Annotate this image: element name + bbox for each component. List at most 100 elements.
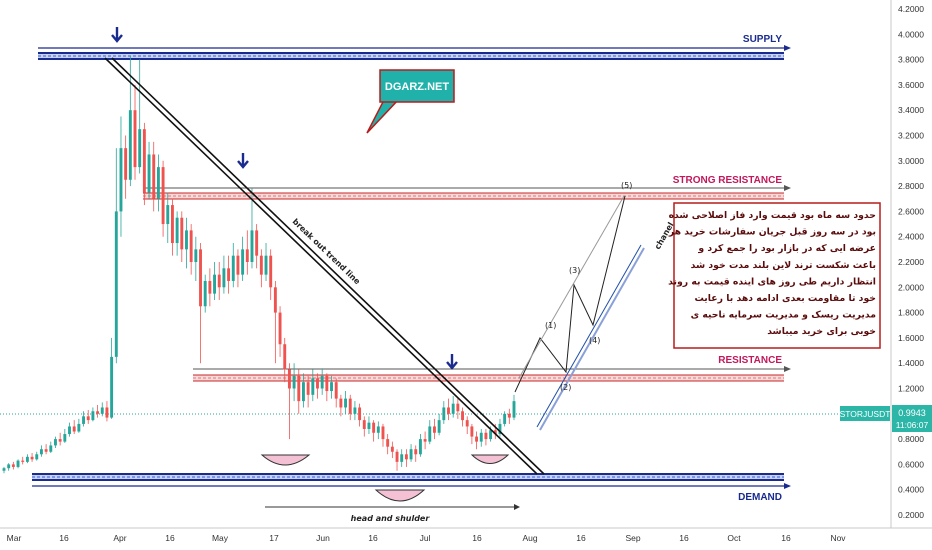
candle (2, 466, 6, 474)
candle (213, 262, 217, 300)
candle (447, 398, 450, 421)
candle (386, 434, 390, 455)
candle-body (142, 129, 146, 193)
price-axis[interactable]: 4.2000 4.0000 3.8000 3.6000 3.4000 3.2000 3.00… (898, 4, 924, 520)
candle-body (208, 280, 212, 294)
candle-body (58, 439, 62, 442)
wave-1-label: (1) (545, 321, 556, 330)
candle (278, 306, 282, 357)
wave-3-label: (3) (569, 266, 580, 275)
candle-body (507, 413, 511, 418)
candle-body (68, 426, 71, 435)
time-axis[interactable]: Mar 16 Apr 16 May 17 Jun 16 Jul 16 Aug 16 Sep 16 Oct 16… (7, 533, 847, 543)
candle (465, 416, 469, 435)
candle-body (241, 249, 245, 275)
candle (503, 411, 507, 427)
candle-body (105, 407, 109, 418)
candle (428, 420, 432, 445)
candle-body (320, 375, 324, 389)
candle-body (386, 439, 390, 447)
candle-body (124, 148, 128, 180)
candle (325, 373, 329, 402)
note-line: مدیریت ریسک و مدیریت سرمایه ناحیه ی (691, 310, 877, 321)
time-tick-label: Oct (727, 533, 741, 543)
demand-zone[interactable]: DEMAND (32, 473, 791, 503)
candle-body (489, 430, 493, 440)
candle (199, 243, 202, 364)
candle (330, 375, 333, 399)
candle-body (110, 356, 114, 418)
candle-body (119, 148, 123, 212)
candle (114, 148, 118, 364)
candle (334, 378, 338, 408)
candle-body (21, 460, 25, 462)
candle (283, 337, 287, 383)
candle (269, 249, 273, 300)
candle-body (7, 464, 11, 469)
candle-body (222, 268, 226, 288)
candle-body (325, 375, 329, 392)
right-shoulder-arc (470, 454, 510, 464)
candle-body (367, 422, 371, 429)
pattern-measure[interactable]: head and shulder (265, 504, 520, 523)
price-tick-label: 4.0000 (898, 29, 924, 39)
candle (21, 456, 25, 465)
candle (339, 394, 343, 417)
candle-body (91, 411, 95, 421)
candle (358, 403, 362, 427)
strong-resistance-zone[interactable]: STRONG RESISTANCE (143, 175, 791, 200)
candle-body (283, 344, 287, 370)
candle-body (264, 255, 268, 275)
candle (222, 255, 226, 294)
candle-body (475, 436, 479, 442)
candle (376, 421, 380, 440)
supply-zone[interactable]: SUPPLY (38, 34, 791, 60)
price-tick-label: 3.0000 (898, 156, 924, 166)
candle-body (250, 230, 254, 262)
candle (297, 369, 301, 414)
candle (437, 413, 441, 436)
candle-body (77, 423, 81, 432)
candle (507, 408, 511, 424)
candle-body (82, 416, 85, 424)
candle (58, 432, 62, 446)
time-tick-label: Aug (522, 533, 537, 543)
candle-body (493, 430, 497, 435)
candle-body (414, 449, 418, 455)
price-tick-label: 2.4000 (898, 232, 924, 242)
candle (96, 404, 100, 418)
resistance-zone[interactable]: RESISTANCE (193, 355, 791, 382)
candle (152, 141, 156, 212)
candle-body (451, 403, 455, 414)
price-tick-label: 1.8000 (898, 308, 924, 318)
symbol-tag: STORJUSDT (840, 406, 890, 421)
note-line: انتظار داریم طی روز های اینده قیمت به رو… (668, 276, 876, 287)
candle (16, 459, 20, 469)
candle-body (128, 110, 132, 180)
price-tick-label: 1.6000 (898, 333, 924, 343)
analysis-note[interactable]: حدود سه ماه بود قیمت وارد فاز اصلاحی شده… (668, 202, 881, 349)
brand-bubble[interactable]: DGARZ.NET (366, 69, 455, 134)
candle (82, 411, 85, 427)
candle (147, 141, 151, 199)
candle (433, 418, 436, 440)
candle-body (330, 382, 333, 392)
candle (348, 394, 352, 421)
candle-body (372, 422, 376, 433)
candlestick-series[interactable] (2, 55, 516, 474)
price-tick-label: 4.2000 (898, 4, 924, 14)
candle-body (217, 274, 221, 288)
candle-body (199, 249, 202, 307)
candle-body (152, 154, 156, 199)
candle-body (161, 167, 165, 225)
candle-body (138, 129, 142, 168)
candle-body (189, 230, 193, 262)
time-tick-label: 16 (472, 533, 482, 543)
price-tick-label: 0.8000 (898, 434, 924, 444)
candle-body (409, 449, 413, 460)
candle-body (297, 375, 301, 402)
resistance-label: RESISTANCE (718, 355, 782, 366)
candle-body (344, 398, 348, 408)
candle (475, 431, 479, 450)
